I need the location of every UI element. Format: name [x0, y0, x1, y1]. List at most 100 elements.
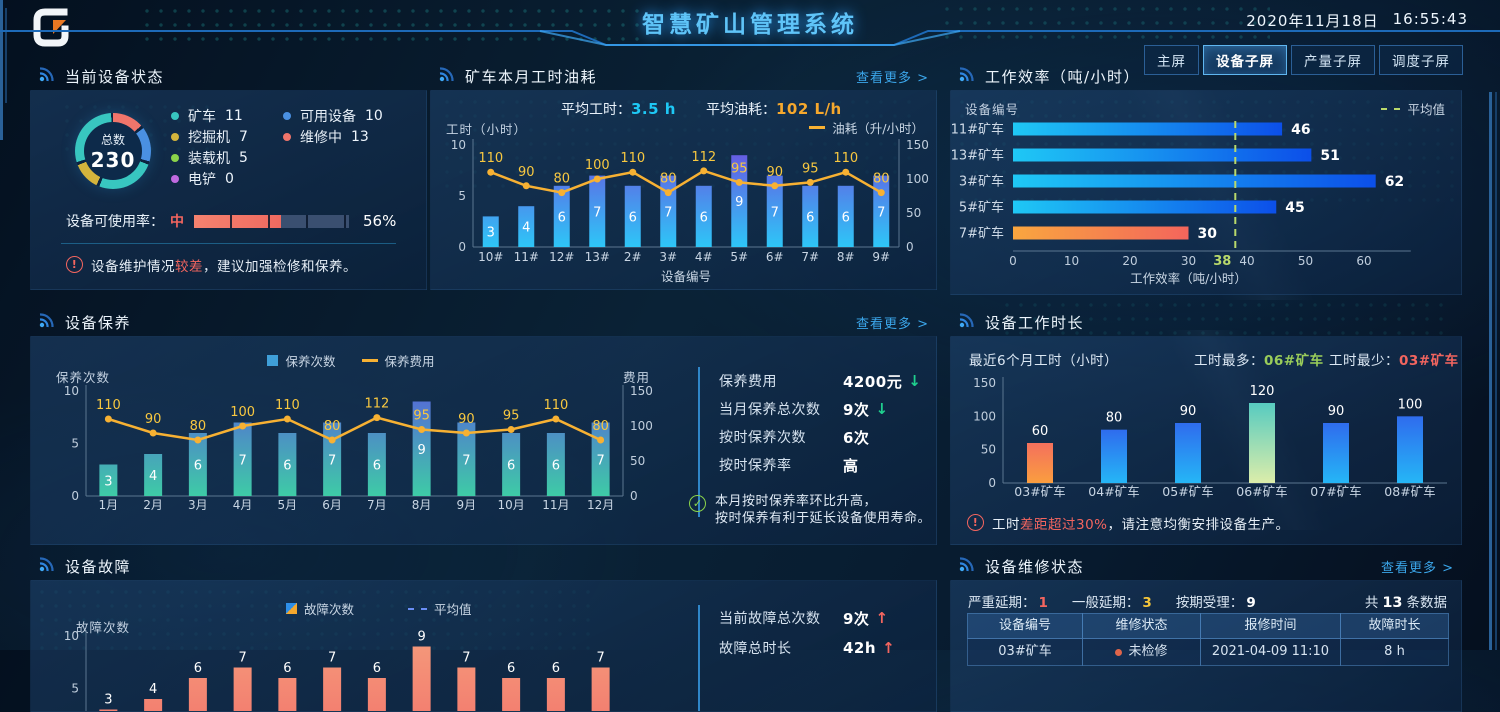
column-header: 维修状态: [1082, 613, 1201, 639]
y-right-axis-title: 费用: [623, 370, 651, 385]
y-axis-title: 工时（小时）: [446, 122, 528, 137]
svg-text:150: 150: [630, 384, 653, 398]
trend-arrow: ↓: [875, 400, 889, 418]
svg-text:04#矿车: 04#矿车: [1088, 484, 1139, 499]
svg-text:6: 6: [283, 459, 291, 474]
svg-text:6: 6: [373, 661, 381, 676]
panel-header: 设备工作时长: [950, 308, 1460, 336]
panel-title: 矿车本月工时油耗: [465, 67, 598, 86]
view-more-link[interactable]: 查看更多 >: [855, 71, 929, 86]
svg-text:11月: 11月: [542, 498, 569, 512]
svg-text:3: 3: [104, 693, 112, 708]
panel-device-status: 当前设备状态 总数 230 矿车 11 挖掘机 7 装载机 5 电铲 0 可用设备 10 …: [30, 62, 427, 290]
min-hours-stat: 工时最少：03#矿车: [1329, 353, 1459, 369]
svg-text:4: 4: [522, 221, 530, 236]
svg-text:8#: 8#: [837, 250, 855, 264]
average-legend: 平均值: [1381, 99, 1445, 118]
chart-subtitle: 最近6个月工时（小时）: [969, 353, 1119, 369]
legend-item: 维修中 13: [283, 126, 383, 147]
frame-right-inner: [1495, 92, 1497, 650]
note-text: 本月按时保养率环比升高， 按时保养有利于延长设备使用寿命。: [715, 494, 932, 526]
legend-dot: [171, 111, 179, 120]
panel-title: 工作效率（吨/小时）: [985, 67, 1141, 86]
time-text: 16:55:43: [1392, 10, 1468, 28]
divider: [61, 243, 396, 244]
panel-body: 保养次数 保养费用 保养次数 费用 0 5 10 0 50 100 150 3 1月 4 2月 6 3月…: [30, 336, 937, 545]
svg-text:110: 110: [833, 151, 858, 166]
svg-text:0: 0: [458, 240, 466, 254]
svg-text:6: 6: [806, 210, 814, 225]
svg-text:80: 80: [324, 419, 341, 434]
svg-text:4月: 4月: [233, 498, 253, 512]
stat-row: 保养费用 4200元 ↓: [719, 372, 921, 391]
svg-text:100: 100: [585, 158, 610, 173]
donut-center-label: 总数: [100, 132, 125, 147]
svg-text:50: 50: [906, 206, 921, 220]
svg-text:110: 110: [543, 398, 568, 413]
svg-text:10月: 10月: [497, 498, 524, 512]
repair-table: 设备编号 维修状态 报修时间 故障时长 03#矿车 未检修 2021-04-09…: [967, 613, 1449, 666]
svg-text:4#: 4#: [695, 250, 713, 264]
y-axis-title: 保养次数: [56, 370, 111, 385]
tab-device-screen[interactable]: 设备子屏: [1203, 45, 1287, 75]
panel-title: 当前设备状态: [65, 67, 165, 86]
svg-text:112: 112: [364, 397, 389, 412]
legend-column-left: 矿车 11 挖掘机 7 装载机 5 电铲 0: [171, 105, 248, 189]
svg-text:110: 110: [478, 151, 503, 166]
svg-text:60: 60: [1356, 254, 1371, 268]
panel-body: 严重延期： 1 一般延期： 3 按期受理： 9 共 13 条数据 设备编号 维修状态 报修…: [950, 580, 1462, 712]
svg-text:95: 95: [802, 161, 819, 176]
svg-text:95: 95: [503, 409, 520, 424]
tab-dispatch-screen[interactable]: 调度子屏: [1379, 45, 1463, 75]
svg-text:45: 45: [1285, 200, 1304, 216]
svg-text:07#矿车: 07#矿车: [1310, 484, 1361, 499]
table-row[interactable]: 03#矿车 未检修 2021-04-09 11:10 8 h: [967, 638, 1449, 666]
svg-text:5: 5: [458, 189, 466, 203]
screen-tabs: 主屏 设备子屏 产量子屏 调度子屏: [1144, 45, 1463, 75]
svg-text:6: 6: [507, 661, 515, 676]
legend-item: 电铲 0: [171, 168, 248, 189]
svg-text:50: 50: [981, 443, 996, 457]
fuel-averages: 平均工时： 3.5 h 平均油耗： 102 L/h: [561, 99, 842, 119]
svg-text:6: 6: [552, 661, 560, 676]
svg-text:9: 9: [417, 630, 425, 645]
trend-arrow: ↑: [875, 609, 889, 627]
maintenance-warning: ! 设备维护情况较差，建议加强检修和保养。: [66, 255, 357, 275]
maintenance-note: ✓ 本月按时保养率环比升高， 按时保养有利于延长设备使用寿命。: [689, 493, 931, 527]
svg-text:4: 4: [149, 469, 157, 484]
usage-level: 中: [170, 214, 184, 230]
svg-text:7: 7: [328, 453, 336, 468]
dashed-line-swatch: [1381, 107, 1401, 110]
svg-text:40: 40: [1239, 254, 1254, 268]
summary-item: 一般延期： 3: [1071, 595, 1152, 611]
donut-center: 总数 230: [84, 122, 142, 180]
panel-header: 工作效率（吨/小时）: [950, 62, 1460, 90]
usage-progress-bar: [194, 214, 349, 228]
svg-text:6: 6: [373, 459, 381, 474]
svg-text:7#矿车: 7#矿车: [959, 226, 1004, 242]
work-hours-chart: 0 50 100 150 60 03#矿车 80 04#矿车 90 05#矿车 120 06#矿车 90…: [973, 376, 1447, 499]
maintenance-stats: 保养费用 4200元 ↓ 当月保养总次数 9次 ↓ 按时保养次数 6次 按时保养率高: [719, 367, 921, 479]
svg-text:9: 9: [417, 443, 425, 458]
svg-text:7#: 7#: [801, 250, 819, 264]
svg-text:3: 3: [104, 474, 112, 489]
svg-text:6: 6: [283, 661, 291, 676]
bar-legend: 故障次数: [286, 599, 354, 618]
svg-text:10: 10: [64, 384, 79, 398]
tab-main-screen[interactable]: 主屏: [1144, 45, 1199, 75]
svg-text:90: 90: [458, 412, 475, 427]
warning-text: 工时差距超过30%，请注意均衡安排设备生产。: [992, 517, 1290, 533]
svg-text:30: 30: [1198, 226, 1218, 242]
panel-header: 矿车本月工时油耗 查看更多 >: [430, 62, 935, 90]
legend-item: 挖掘机 7: [171, 126, 248, 147]
bar-legend-swatch: [267, 355, 279, 366]
svg-text:150: 150: [906, 138, 929, 152]
svg-text:6: 6: [700, 210, 708, 225]
view-more-link[interactable]: 查看更多 >: [1380, 561, 1454, 576]
svg-text:100: 100: [973, 409, 996, 423]
view-more-link[interactable]: 查看更多 >: [855, 317, 929, 332]
svg-text:0: 0: [71, 489, 79, 503]
svg-text:100: 100: [1398, 397, 1423, 412]
signal-icon: [958, 65, 976, 87]
tab-output-screen[interactable]: 产量子屏: [1291, 45, 1375, 75]
